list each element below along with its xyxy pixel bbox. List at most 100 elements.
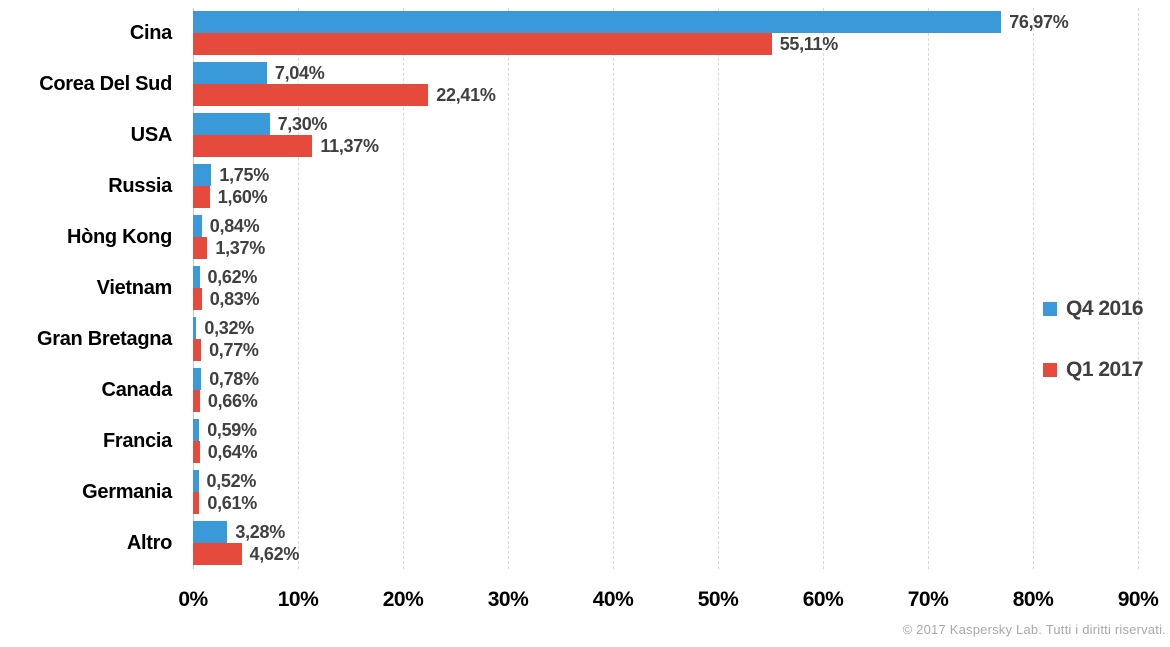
- bar-q4-2016: [193, 164, 212, 186]
- bar-value-label: 1,75%: [219, 164, 269, 185]
- bar-value-label: 11,37%: [320, 135, 379, 156]
- x-tick-label: 0%: [178, 588, 208, 611]
- gridline: [613, 8, 614, 569]
- bar-line: 11,37%: [193, 135, 1138, 157]
- gridline: [718, 8, 719, 569]
- bar-group-russia: 1,75% 1,60%: [193, 161, 1138, 212]
- gridline: [403, 8, 404, 569]
- bar-group-francia: 0,59% 0,64%: [193, 416, 1138, 467]
- bar-value-label: 0,66%: [207, 390, 258, 411]
- x-tick-label: 80%: [1012, 588, 1054, 611]
- bar-q4-2016: [193, 11, 1002, 33]
- x-tick-label: 10%: [277, 588, 319, 611]
- category-label: Altro: [126, 532, 172, 554]
- bar-q1-2017: [193, 186, 210, 208]
- bar-group-gran-bretagna: 0,32% 0,77%: [193, 314, 1138, 365]
- gridline: [298, 8, 299, 569]
- bar-q1-2017: [193, 390, 200, 412]
- x-tick-label: 50%: [697, 588, 739, 611]
- bar-line: 76,97%: [193, 11, 1138, 33]
- bar-value-label: 0,84%: [209, 215, 260, 236]
- bar-q1-2017: [193, 237, 208, 259]
- bar-q1-2017: [193, 441, 200, 463]
- bar-line: 0,66%: [193, 390, 1138, 412]
- category-label: Corea Del Sud: [39, 73, 172, 95]
- x-tick-label: 40%: [592, 588, 634, 611]
- bar-value-label: 0,52%: [206, 470, 257, 491]
- bar-line: 1,75%: [193, 164, 1138, 186]
- x-tick-label: 90%: [1117, 588, 1159, 611]
- bar-value-label: 0,61%: [207, 492, 257, 513]
- category-axis: Cina Corea Del Sud USA Russia Hòng Kong Vietn…: [0, 8, 172, 569]
- bar-value-label: 0,32%: [204, 317, 254, 338]
- bar-q1-2017: [193, 135, 313, 157]
- bar-line: 0,77%: [193, 339, 1138, 361]
- bar-q4-2016: [193, 419, 200, 441]
- bar-line: 7,04%: [193, 62, 1138, 84]
- bar-group-hòng-kong: 0,84% 1,37%: [193, 212, 1138, 263]
- category-label: Gran Bretagna: [36, 328, 172, 350]
- bar-group-altro: 3,28% 4,62%: [193, 518, 1138, 569]
- category-label: Germania: [82, 481, 172, 503]
- gridline: [1138, 8, 1139, 569]
- bar-line: 0,61%: [193, 492, 1138, 514]
- legend-label: Q1 2017: [1066, 358, 1144, 381]
- bar-group-germania: 0,52% 0,61%: [193, 467, 1138, 518]
- bar-line: 0,59%: [193, 419, 1138, 441]
- category-label: Vietnam: [96, 277, 173, 299]
- category-label: USA: [130, 124, 173, 146]
- bar-group-cina: 76,97% 55,11%: [193, 8, 1138, 59]
- bar-q1-2017: [193, 339, 202, 361]
- x-tick-label: 20%: [382, 588, 424, 611]
- legend-entry-q1-2017: Q1 2017: [1043, 358, 1144, 382]
- category-label: Francia: [102, 430, 172, 452]
- bar-value-label: 0,78%: [209, 368, 259, 389]
- bar-value-label: 0,64%: [207, 441, 258, 462]
- legend-swatch: [1043, 363, 1057, 377]
- bar-line: 7,30%: [193, 113, 1138, 135]
- bar-q4-2016: [193, 368, 202, 390]
- bar-value-label: 7,30%: [277, 113, 328, 134]
- x-tick-label: 60%: [802, 588, 844, 611]
- category-label: Hòng Kong: [66, 226, 172, 248]
- bar-q1-2017: [193, 288, 202, 310]
- legend-swatch: [1043, 302, 1057, 316]
- bar-q4-2016: [193, 113, 270, 135]
- bar-line: 0,83%: [193, 288, 1138, 310]
- bar-line: 0,78%: [193, 368, 1138, 390]
- bar-line: 22,41%: [193, 84, 1138, 106]
- bar-value-label: 76,97%: [1009, 11, 1069, 32]
- bar-value-label: 0,59%: [207, 419, 257, 440]
- plot-area: 76,97% 55,11% 7,04% 22,41% 7,30% 11,37% 1,75% 1…: [193, 8, 1139, 569]
- bar-q4-2016: [193, 521, 228, 543]
- x-axis: 0% 10% 20% 30% 40% 50% 60% 70% 80% 90%: [0, 588, 1170, 618]
- bar-line: 4,62%: [193, 543, 1138, 565]
- bar-value-label: 55,11%: [779, 33, 839, 54]
- bar-value-label: 0,62%: [207, 266, 258, 287]
- bar-q4-2016: [193, 266, 200, 288]
- bar-q1-2017: [193, 84, 429, 106]
- copyright-note: © 2017 Kaspersky Lab. Tutti i diritti ri…: [902, 622, 1166, 637]
- bar-line: 1,37%: [193, 237, 1138, 259]
- bar-q1-2017: [193, 492, 200, 514]
- bar-q1-2017: [193, 543, 242, 565]
- bar-q4-2016: [193, 317, 197, 339]
- gridline: [1033, 8, 1034, 569]
- bar-line: 55,11%: [193, 33, 1138, 55]
- x-tick-label: 30%: [487, 588, 529, 611]
- bar-value-label: 1,37%: [215, 237, 265, 258]
- category-label: Russia: [108, 175, 172, 197]
- category-label: Cina: [129, 22, 172, 44]
- bar-line: 0,62%: [193, 266, 1138, 288]
- bar-value-label: 3,28%: [235, 521, 285, 542]
- bar-group-vietnam: 0,62% 0,83%: [193, 263, 1138, 314]
- bar-value-label: 0,83%: [209, 288, 260, 309]
- bar-line: 3,28%: [193, 521, 1138, 543]
- bar-q4-2016: [193, 62, 267, 84]
- bar-q4-2016: [193, 470, 199, 492]
- category-label: Canada: [101, 379, 173, 401]
- bar-line: 0,52%: [193, 470, 1138, 492]
- bar-line: 0,84%: [193, 215, 1138, 237]
- bar-value-label: 4,62%: [249, 543, 300, 564]
- bar-value-label: 0,77%: [209, 339, 259, 360]
